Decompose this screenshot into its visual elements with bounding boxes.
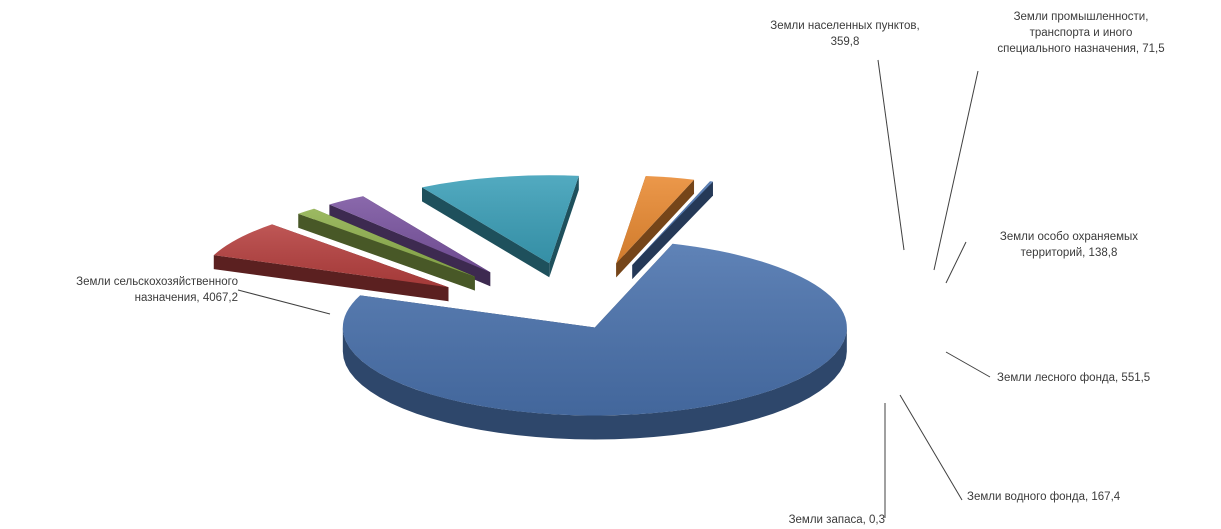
slice-label: Земли лесного фонда, 551,5 — [997, 372, 1150, 384]
slice-highlight — [213, 224, 449, 288]
pie-slice — [329, 196, 491, 287]
slice-label: Земли населенных пунктов, — [770, 20, 919, 32]
slice-highlight — [329, 196, 491, 273]
data-labels: Земли сельскохозяйственного назначения, 4… — [76, 11, 1165, 526]
slice-label: территорий, 138,8 — [1021, 247, 1118, 259]
slice-wall — [549, 175, 579, 278]
slice-wall — [213, 255, 449, 302]
pie-slice — [632, 181, 713, 279]
slice-label: назначения, 4067,2 — [135, 292, 238, 304]
slices-layer — [213, 175, 847, 440]
slice-label: Земли запаса, 0,3 — [789, 514, 885, 526]
slice-wall — [421, 187, 550, 278]
slice-wall — [616, 179, 695, 278]
leader-lines — [237, 59, 991, 518]
slice-label: Земли водного фонда, 167,4 — [967, 491, 1121, 503]
slice-label: 359,8 — [831, 36, 860, 48]
slice-highlight — [342, 243, 847, 416]
leader-line — [237, 289, 331, 315]
slice-highlight — [421, 175, 579, 264]
slice-highlight — [616, 176, 695, 264]
slice-highlight — [632, 181, 713, 265]
slice-highlight — [298, 208, 475, 277]
slice-label: транспорта и иного — [1030, 27, 1133, 39]
pie-slice — [421, 175, 579, 278]
slice-label: специального назначения, 71,5 — [997, 43, 1164, 55]
leader-line — [877, 59, 905, 251]
slice-label: Земли сельскохозяйственного — [76, 276, 238, 288]
pie-slice — [298, 208, 475, 291]
slice-wall — [632, 181, 713, 279]
pie-slice — [616, 176, 695, 278]
leader-line — [945, 351, 991, 378]
pie-slice — [342, 243, 847, 440]
leader-line — [945, 241, 967, 284]
slice-label: Земли промышленности, — [1014, 11, 1149, 23]
leader-line — [933, 70, 979, 271]
slice-label: Земли особо охраняемых — [1000, 231, 1138, 243]
slice-rim — [342, 327, 847, 440]
slice-wall — [329, 204, 491, 287]
pie-slice — [213, 224, 449, 302]
leader-line — [899, 394, 963, 501]
